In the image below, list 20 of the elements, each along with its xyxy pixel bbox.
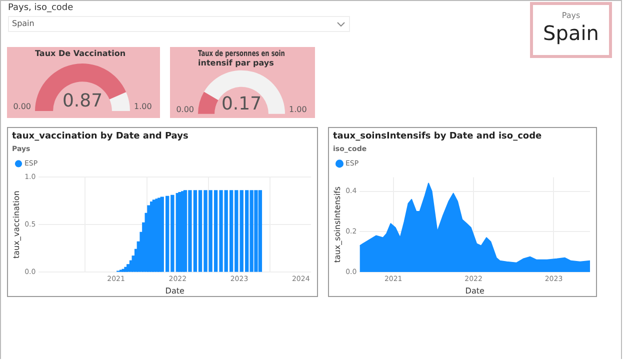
text: 1.00	[134, 102, 152, 112]
x-axis-title: Date	[165, 286, 185, 296]
bar	[254, 190, 258, 272]
text: Pays, iso_code	[8, 3, 74, 13]
text: 0.00	[13, 102, 31, 112]
chart-title: taux_soinsIntensifs by Date and iso_code	[333, 132, 542, 142]
bar	[258, 190, 262, 272]
chart-title: taux_vaccination by Date and Pays	[12, 132, 188, 142]
text: 0.17	[221, 94, 262, 115]
chart-title: Taux de personnes en soin intensif par pays	[198, 49, 285, 68]
x-axis-title: Date	[465, 286, 485, 296]
text: Spain	[542, 21, 600, 45]
text: Spain	[12, 19, 34, 28]
text: 0.00	[176, 104, 194, 114]
y-axis-title: taux_vaccination	[12, 190, 21, 258]
text: Pays	[560, 11, 582, 20]
text: 0.87	[62, 90, 103, 112]
y-axis-title: taux_soinsIntensifs	[332, 186, 342, 263]
chart-title: Taux De Vaccination	[35, 48, 126, 58]
text: 1.00	[289, 104, 307, 114]
